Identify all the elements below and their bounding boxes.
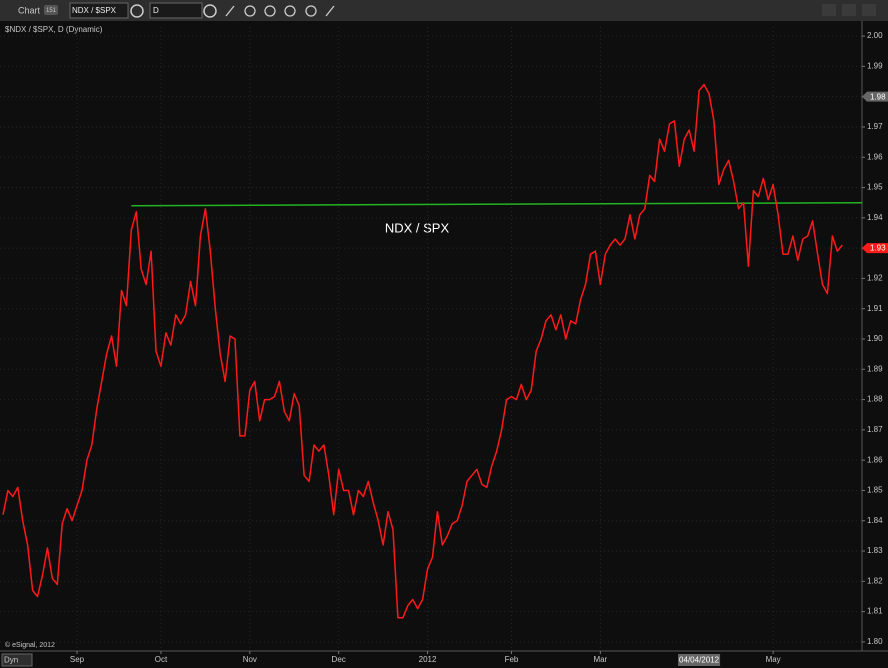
cursor-value-badge (862, 91, 888, 102)
x-tick-label: Feb (505, 655, 519, 664)
link-tool[interactable] (325, 5, 335, 17)
tool-button[interactable] (305, 5, 317, 17)
y-tick-label: 1.92 (867, 274, 883, 283)
y-tick-label: 1.84 (867, 516, 883, 525)
maximize-button[interactable] (842, 4, 856, 16)
close-button[interactable] (862, 4, 876, 16)
annotation: NDX / SPX (385, 220, 450, 235)
y-tick-label: 1.87 (867, 425, 883, 434)
badge-text: 151 (46, 8, 57, 14)
y-tick-label: 1.81 (867, 607, 883, 616)
y-tick-label: 1.95 (867, 183, 883, 192)
cursor-x-label: 04/04/2012 (679, 656, 720, 665)
copyright: © eSignal, 2012 (5, 641, 55, 649)
x-tick-label: 2012 (419, 655, 437, 664)
x-tick-label: Nov (243, 655, 257, 664)
dyn-text: Dyn (4, 656, 18, 665)
interval-text: D (153, 6, 159, 15)
draw-tool[interactable] (225, 5, 235, 17)
y-tick-label: 1.89 (867, 364, 883, 373)
toolbar (0, 0, 888, 21)
y-tick-label: 1.94 (867, 213, 883, 222)
cursor-x-badge (678, 654, 721, 666)
tool-button[interactable] (244, 5, 256, 17)
cursor-value-label: 1.98 (870, 92, 886, 101)
series-line (2, 83, 843, 619)
trendline (131, 201, 863, 207)
y-tick-label: 1.96 (867, 152, 883, 161)
minimize-button[interactable] (822, 4, 836, 16)
symbol-input[interactable] (69, 2, 129, 19)
y-tick-label: 1.83 (867, 546, 883, 555)
x-tick-label: Oct (155, 655, 168, 664)
x-tick-label: Dec (332, 655, 346, 664)
tool-button[interactable] (264, 5, 276, 17)
x-tick-label: Mar (593, 655, 607, 664)
symbol-button[interactable] (130, 4, 144, 18)
last-value-badge (862, 243, 888, 254)
y-tick-label: 1.99 (867, 61, 883, 70)
y-tick-label: 1.82 (867, 576, 883, 585)
x-tick-label: Sep (70, 655, 85, 664)
interval-input[interactable] (149, 2, 203, 19)
window-title: Chart (18, 5, 41, 15)
last-value-label: 1.93 (870, 244, 886, 253)
y-tick-label: 1.97 (867, 122, 883, 131)
chart-title: $NDX / $SPX, D (Dynamic) (5, 25, 103, 34)
y-tick-label: 2.00 (867, 31, 883, 40)
y-tick-label: 1.90 (867, 334, 883, 343)
y-tick-label: 1.88 (867, 395, 883, 404)
symbol-text: NDX / $SPX (72, 6, 117, 15)
interval-button[interactable] (203, 4, 217, 18)
play-button[interactable] (284, 5, 296, 17)
y-tick-label: 1.80 (867, 637, 883, 646)
y-tick-label: 1.91 (867, 304, 883, 313)
dyn-button[interactable] (1, 653, 33, 667)
y-tick-label: 1.85 (867, 486, 883, 495)
badge (44, 5, 58, 15)
y-tick-label: 1.86 (867, 455, 883, 464)
x-tick-label: May (766, 655, 781, 664)
